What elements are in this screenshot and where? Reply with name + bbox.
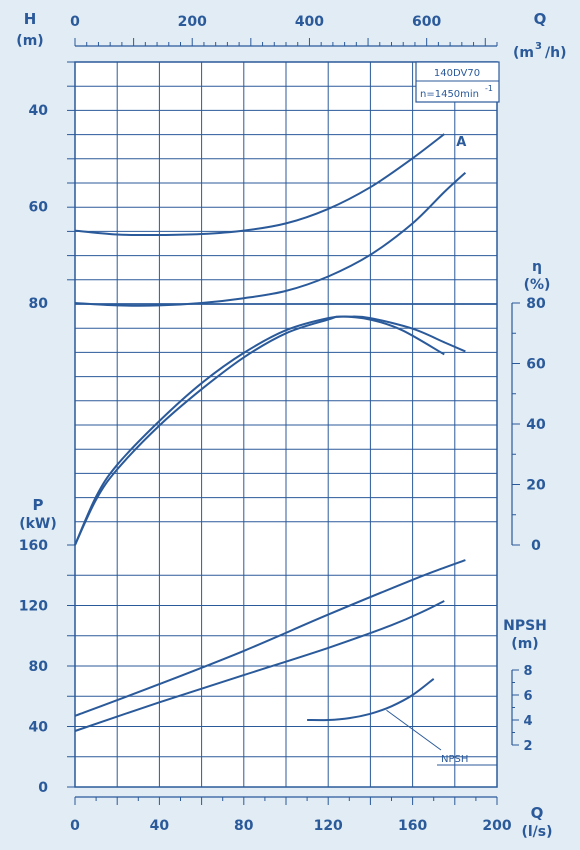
head-series-label-a: A xyxy=(456,135,466,150)
npsh-tick-label: 6 xyxy=(523,689,532,704)
npsh-tick-label: 4 xyxy=(523,714,532,729)
efficiency-tick-label: 80 xyxy=(526,296,546,312)
top-q-tick-label: 0 xyxy=(70,14,80,30)
top-q-tick-label: 400 xyxy=(295,14,324,30)
bottom-q-tick-label: 120 xyxy=(314,818,343,834)
head-curve-1 xyxy=(74,171,467,307)
head-tick-label: 60 xyxy=(29,200,49,216)
efficiency-tick-label: 60 xyxy=(526,357,546,373)
bottom-q-axis-unit: (l/s) xyxy=(521,824,552,840)
head-tick-label: 40 xyxy=(29,103,49,119)
bottom-q-tick-label: 200 xyxy=(482,818,511,834)
model-speed: n=1450min xyxy=(420,89,479,100)
model-box: 140DV70 n=1450min -1 xyxy=(415,61,500,103)
top-q-axis-label: Q xyxy=(534,10,547,28)
top-q-tick-label: 200 xyxy=(178,14,207,30)
power-tick-label: 160 xyxy=(19,538,48,554)
head-curve-2 xyxy=(74,133,445,237)
bottom-q-tick-label: 160 xyxy=(398,818,427,834)
bottom-q-axis-label: Q xyxy=(531,804,544,822)
top-q-tick-label: 600 xyxy=(412,14,441,30)
bottom-q-tick-label: 0 xyxy=(70,818,80,834)
model-box-frame xyxy=(415,61,500,103)
head-axis-label: H xyxy=(24,10,37,28)
head-tick-label: 80 xyxy=(29,296,49,312)
npsh-axis-unit: (m) xyxy=(511,636,538,652)
head-axis-unit: (m) xyxy=(16,33,43,49)
power-axis-label: P xyxy=(33,496,44,514)
power-curve-1 xyxy=(74,559,466,717)
power-tick-label: 0 xyxy=(38,780,48,796)
npsh-axis-label: NPSH xyxy=(503,618,547,634)
efficiency-curve-1 xyxy=(74,315,466,546)
grid xyxy=(74,61,498,788)
efficiency-curve-2 xyxy=(74,315,445,546)
efficiency-tick-label: 40 xyxy=(526,417,546,433)
model-speed-exponent: -1 xyxy=(485,84,493,93)
curves: A NPSH xyxy=(74,133,497,766)
efficiency-axis-label: η xyxy=(532,259,542,275)
top-q-axis-unit-base: (m xyxy=(513,45,534,61)
npsh-series-label: NPSH xyxy=(441,754,468,765)
top-q-axis-unit-exp: 3 xyxy=(535,41,542,52)
npsh-leader-line xyxy=(386,709,442,751)
bottom-q-tick-label: 40 xyxy=(150,818,170,834)
npsh-curve-1 xyxy=(307,678,435,722)
power-curve-2 xyxy=(74,600,445,732)
model-name: 140DV70 xyxy=(434,68,480,79)
power-tick-label: 80 xyxy=(29,659,49,675)
power-tick-label: 120 xyxy=(19,599,48,615)
npsh-tick-label: 2 xyxy=(523,739,532,754)
efficiency-tick-label: 0 xyxy=(531,538,541,554)
power-axis-unit: (kW) xyxy=(19,516,57,532)
bottom-q-tick-label: 80 xyxy=(234,818,254,834)
top-q-axis-unit-end: /h) xyxy=(545,45,566,61)
efficiency-axis-unit: (%) xyxy=(524,277,551,293)
npsh-tick-label: 8 xyxy=(523,664,532,679)
efficiency-tick-label: 20 xyxy=(526,478,546,494)
power-tick-label: 40 xyxy=(29,720,49,736)
